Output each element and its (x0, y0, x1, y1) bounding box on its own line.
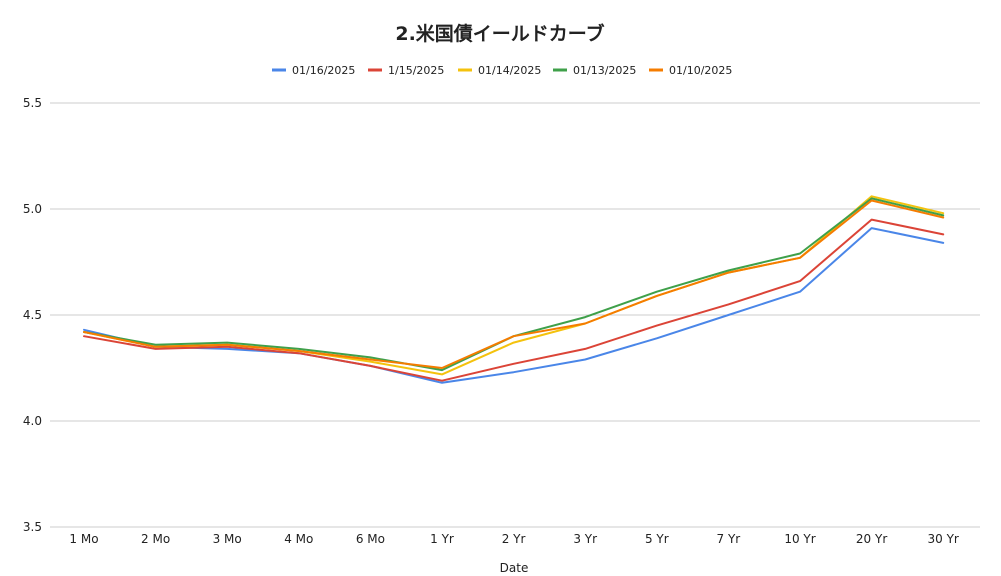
x-tick-label: 30 Yr (928, 532, 959, 546)
x-tick-label: 7 Yr (717, 532, 741, 546)
y-tick-label: 5.5 (23, 96, 42, 110)
y-tick-label: 4.0 (23, 414, 42, 428)
x-axis-title: Date (500, 561, 529, 575)
x-tick-label: 5 Yr (645, 532, 669, 546)
y-tick-label: 3.5 (23, 520, 42, 534)
legend-label: 01/10/2025 (669, 64, 732, 77)
series-line-5 (83, 199, 945, 369)
legend-label: 01/14/2025 (478, 64, 541, 77)
y-tick-label: 4.5 (23, 308, 42, 322)
legend: 01/16/2025 1/15/2025 01/14/2025 01/13/2025 0… (272, 64, 732, 77)
chart-title: 2.米国債イールドカーブ (395, 22, 604, 45)
x-tick-label: 3 Yr (573, 532, 597, 546)
x-tick-label: 4 Mo (284, 532, 313, 546)
x-tick-label: 1 Mo (69, 532, 98, 546)
x-tick-label: 6 Mo (356, 532, 385, 546)
x-tick-label: 3 Mo (213, 532, 242, 546)
gridlines (50, 102, 980, 528)
series-line-1 (83, 227, 945, 384)
legend-label: 1/15/2025 (388, 64, 444, 77)
x-tick-label: 2 Yr (502, 532, 526, 546)
legend-label: 01/16/2025 (292, 64, 355, 77)
x-tick-label: 20 Yr (856, 532, 887, 546)
y-tick-label: 5.0 (23, 202, 42, 216)
legend-label: 01/13/2025 (573, 64, 636, 77)
x-tick-label: 2 Mo (141, 532, 170, 546)
x-axis-tick-labels: 1 Mo 2 Mo 3 Mo 4 Mo 6 Mo 1 Yr 2 Yr 3 Yr 5 Yr 7 Yr… (69, 532, 959, 546)
x-tick-label: 1 Yr (430, 532, 454, 546)
y-axis-tick-labels: 3.5 4.0 4.5 5.0 5.5 (23, 96, 42, 534)
series-lines (83, 195, 945, 384)
x-tick-label: 10 Yr (784, 532, 815, 546)
series-line-2 (83, 218, 945, 382)
